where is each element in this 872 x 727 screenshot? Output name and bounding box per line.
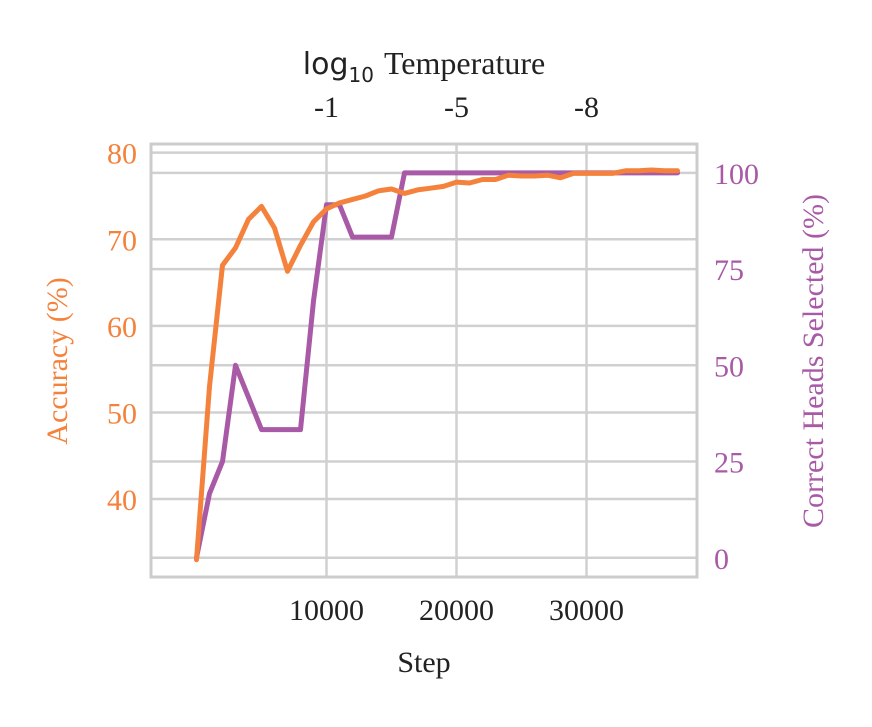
right-tick-label: 100 bbox=[714, 158, 759, 191]
series-layer bbox=[194, 167, 680, 563]
left-tick-label: 40 bbox=[107, 484, 137, 517]
top-tick-label: -8 bbox=[574, 91, 599, 124]
x-tick-label: 20000 bbox=[419, 594, 494, 627]
top-axis-label: log10 Temperature bbox=[303, 45, 545, 87]
left-tick-label: 80 bbox=[107, 138, 137, 171]
right-tick-label: 0 bbox=[714, 543, 729, 576]
tick-labels: 10000 20000 30000 -1 -5 -8 40 50 60 70 80 0 25 50 75 10… bbox=[107, 91, 759, 627]
plot-frame bbox=[149, 142, 699, 579]
top-tick-label: -5 bbox=[444, 91, 469, 124]
right-axis-label: Correct Heads Selected (%) bbox=[797, 194, 830, 528]
left-tick-label: 70 bbox=[107, 224, 137, 257]
right-tick-label: 50 bbox=[714, 350, 744, 383]
grid-lines bbox=[151, 144, 697, 577]
left-axis-label: Accuracy (%) bbox=[41, 277, 74, 444]
x-tick-label: 10000 bbox=[289, 594, 364, 627]
x-axis-label: Step bbox=[397, 646, 450, 679]
series-line-accuracy bbox=[194, 167, 680, 563]
top-tick-label: -1 bbox=[314, 91, 339, 124]
top-axis-label-prefix: log bbox=[303, 47, 349, 82]
left-tick-label: 50 bbox=[107, 397, 137, 430]
left-tick-label: 60 bbox=[107, 311, 137, 344]
x-tick-label: 30000 bbox=[549, 594, 624, 627]
series-line-correct-heads bbox=[194, 170, 680, 561]
right-tick-label: 25 bbox=[714, 447, 744, 480]
top-axis-label-rest: Temperature bbox=[384, 45, 545, 81]
right-tick-label: 75 bbox=[714, 254, 744, 287]
top-axis-label-subscript: 10 bbox=[349, 63, 374, 87]
